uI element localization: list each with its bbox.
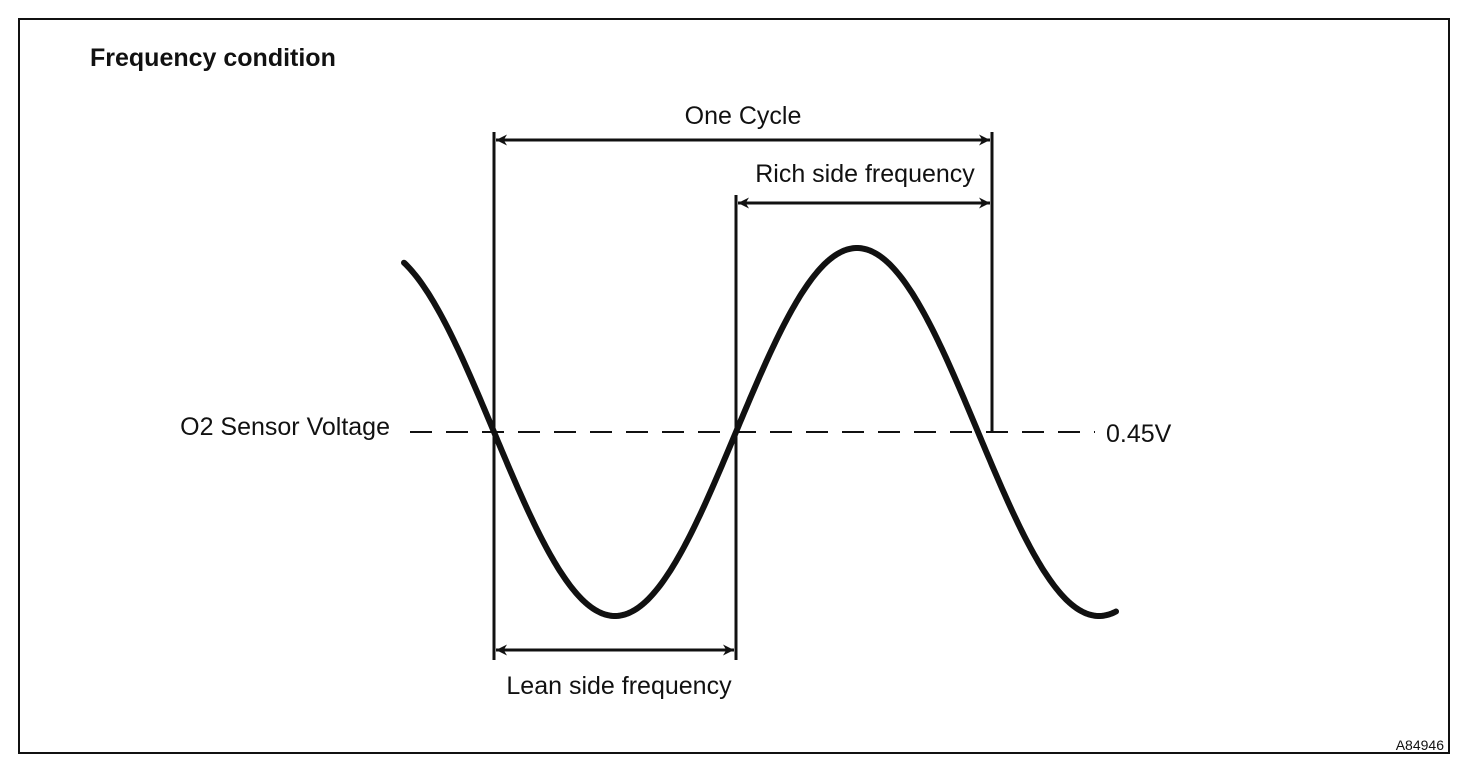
diagram-title: Frequency condition bbox=[90, 44, 336, 72]
one-cycle-label: One Cycle bbox=[685, 102, 802, 130]
diagram-frame bbox=[18, 18, 1450, 754]
o2-sensor-waveform bbox=[401, 245, 1119, 619]
figure-code: A84946 bbox=[1396, 737, 1444, 753]
threshold-voltage-label: 0.45V bbox=[1106, 420, 1172, 448]
lean-side-label: Lean side frequency bbox=[506, 672, 732, 700]
rich-side-label: Rich side frequency bbox=[755, 160, 975, 188]
sensor-voltage-label: O2 Sensor Voltage bbox=[180, 413, 390, 441]
